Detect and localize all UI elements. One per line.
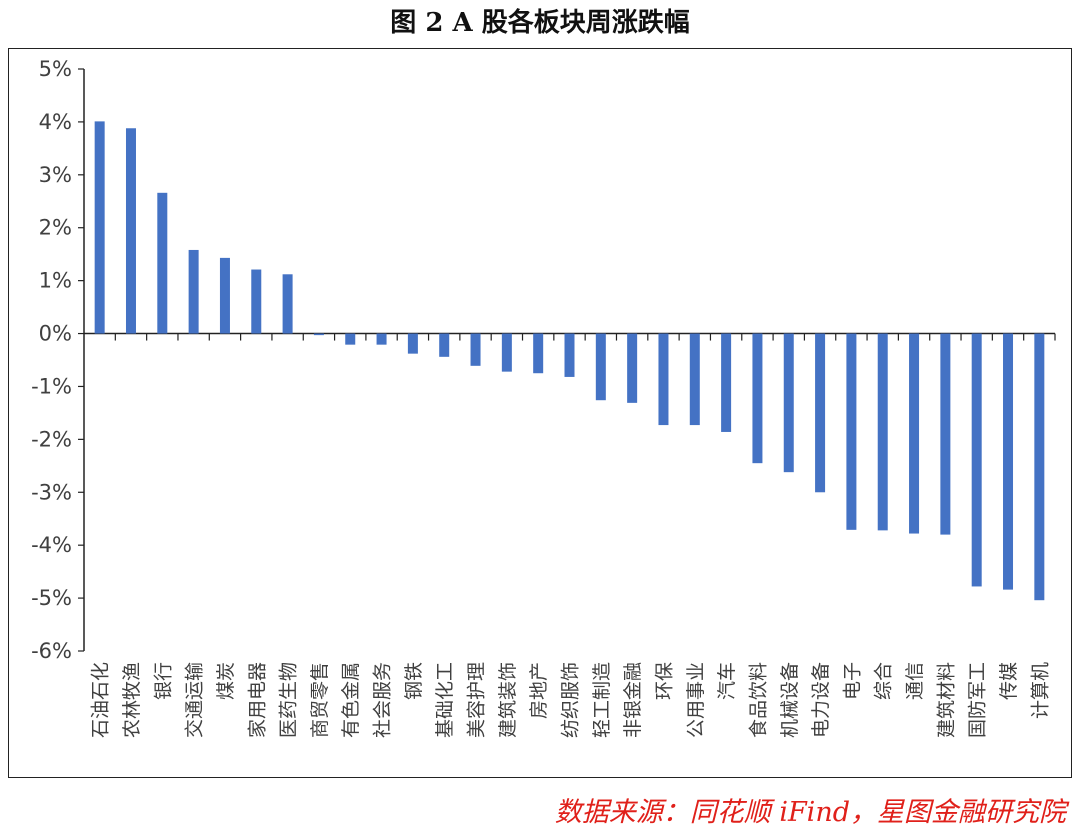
x-tick-label: 煤炭 — [215, 662, 237, 700]
x-tick-label: 钢铁 — [403, 662, 425, 700]
y-tick-label: 4% — [39, 110, 72, 134]
bar — [1003, 333, 1014, 590]
x-tick-label: 环保 — [653, 662, 675, 700]
y-tick-label: 0% — [39, 322, 72, 346]
bar — [1034, 333, 1045, 601]
data-source-note: 数据来源：同花顺 iFind，星图金融研究院 — [554, 797, 1066, 828]
bar — [846, 333, 857, 530]
bar — [909, 333, 920, 534]
x-tick-label: 房地产 — [528, 662, 550, 719]
bar — [251, 269, 262, 334]
bar — [752, 333, 763, 464]
x-tick-label: 商贸零售 — [309, 662, 331, 738]
bar — [345, 333, 356, 345]
x-tick-label: 食品饮料 — [747, 662, 769, 738]
x-tick-label: 建筑材料 — [935, 662, 957, 738]
x-tick-label: 电子 — [841, 662, 863, 700]
y-tick-label: -5% — [31, 586, 72, 610]
y-tick-label: 1% — [39, 269, 72, 293]
x-tick-label: 美容护理 — [466, 662, 488, 738]
x-tick-label: 社会服务 — [372, 662, 394, 738]
y-tick-label: 3% — [39, 163, 72, 187]
x-tick-label: 综合 — [873, 662, 895, 700]
bar — [815, 333, 826, 493]
x-tick-label: 石油石化 — [90, 662, 112, 738]
bar — [595, 333, 606, 401]
x-tick-label: 电力设备 — [810, 662, 832, 738]
bars — [94, 121, 1045, 601]
chart-frame — [8, 48, 1072, 778]
x-tick-label: 基础化工 — [434, 662, 456, 738]
x-tick-label: 非银金融 — [622, 662, 644, 738]
bar — [407, 333, 418, 354]
x-tick-label: 国防军工 — [967, 662, 989, 738]
y-tick-label: -3% — [31, 480, 72, 504]
x-tick-label: 家用电器 — [246, 662, 268, 738]
bar — [564, 333, 575, 377]
bar — [877, 333, 888, 531]
x-tick-labels: 石油石化 农林牧渔 银行 交通运输 煤炭 家用电器 医药生物 商贸零售 有色金属 社会服务 钢铁 基础… — [90, 662, 1052, 738]
y-tick-label: 2% — [39, 216, 72, 240]
bar — [627, 333, 638, 403]
bar — [501, 333, 512, 372]
bar — [313, 333, 324, 336]
chart-title: 图 2 A 股各板块周涨跌幅 — [390, 8, 690, 38]
x-tick-label: 轻工制造 — [591, 662, 613, 738]
x-tick-label: 汽车 — [716, 662, 738, 700]
bar — [125, 128, 136, 334]
bar — [689, 333, 700, 426]
x-tick-label: 计算机 — [1029, 662, 1051, 719]
bar — [658, 333, 669, 426]
y-tick-label: -4% — [31, 533, 72, 557]
bar — [470, 333, 481, 366]
y-tick-label: -2% — [31, 427, 72, 451]
x-tick-label: 纺织服饰 — [560, 662, 582, 738]
bar — [219, 257, 230, 334]
x-tick-label: 通信 — [904, 662, 926, 700]
x-tick-label: 传媒 — [998, 662, 1020, 700]
x-tick-label: 银行 — [152, 662, 174, 700]
bar — [721, 333, 732, 432]
bar — [188, 249, 199, 334]
y-tick-labels: 5% 4% 3% 2% 1% 0% -1% -2% -3% -4% -5% -6% — [31, 57, 72, 663]
bar — [940, 333, 951, 535]
x-tick-label: 公用事业 — [685, 662, 707, 738]
y-tick-label: -1% — [31, 374, 72, 398]
bar — [157, 192, 168, 334]
x-tick-label: 农林牧渔 — [121, 662, 143, 738]
x-tick-label: 医药生物 — [278, 662, 300, 738]
x-tick-label: 建筑装饰 — [497, 662, 519, 738]
y-tick-label: 5% — [39, 57, 72, 81]
bar — [783, 333, 794, 473]
y-tick-label: -6% — [31, 639, 72, 663]
bar — [282, 274, 293, 334]
bar — [533, 333, 544, 374]
x-tick-label: 交通运输 — [184, 662, 206, 738]
x-tick-label: 机械设备 — [779, 662, 801, 738]
x-tick-label: 有色金属 — [340, 662, 362, 738]
bar — [376, 333, 387, 345]
bar — [971, 333, 982, 587]
bar — [439, 333, 450, 357]
bar — [94, 121, 105, 334]
